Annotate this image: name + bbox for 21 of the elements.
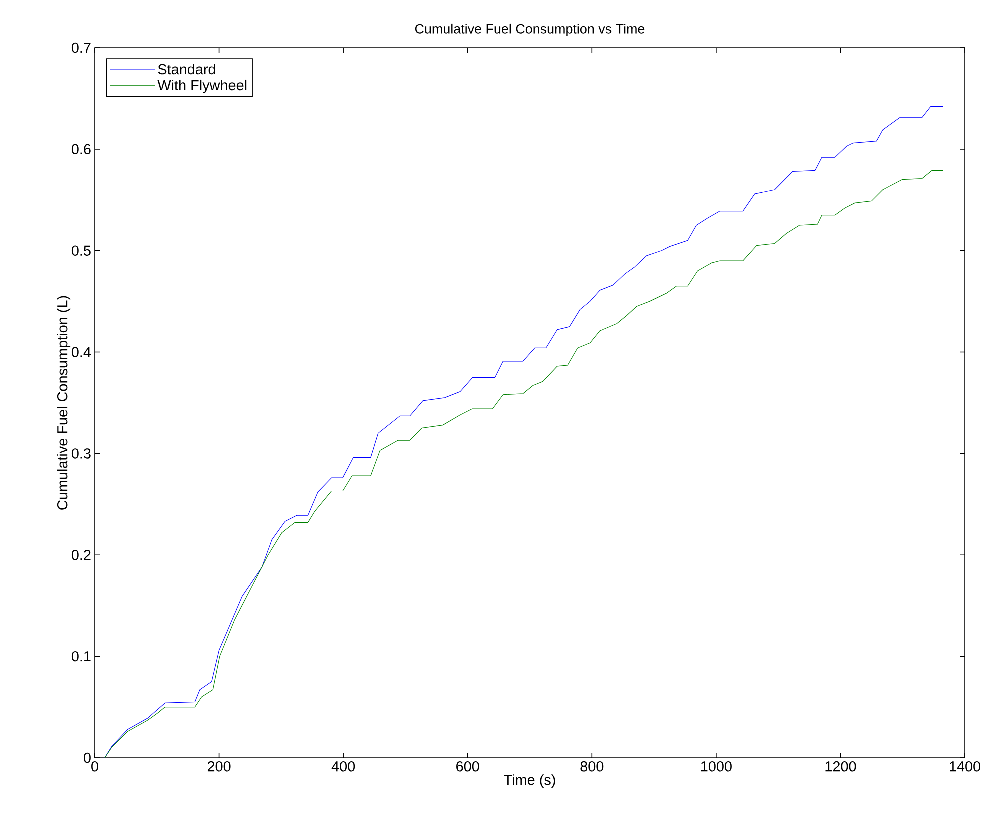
- x-tick-label: 1000: [701, 762, 732, 772]
- x-tick-label: 0: [92, 762, 98, 772]
- x-tick-label: 600: [456, 762, 480, 772]
- x-tick-label: 1400: [950, 762, 981, 772]
- y-tick-label: 0.4: [72, 347, 92, 358]
- y-tick-label: 0.5: [72, 246, 91, 256]
- legend-label: With Flywheel: [158, 80, 247, 94]
- x-tick-label: 200: [208, 762, 231, 772]
- x-tick-label: 800: [580, 762, 604, 772]
- x-axis-title: Time (s): [504, 774, 556, 788]
- y-tick-label: 0.6: [72, 144, 91, 155]
- y-tick-label: 0: [84, 752, 91, 764]
- y-tick-label: 0.7: [72, 42, 91, 54]
- chart-title: Cumulative Fuel Consumption vs Time: [415, 24, 645, 37]
- legend-label: Standard: [158, 64, 216, 75]
- y-tick-label: 0.3: [72, 448, 91, 459]
- x-tick-label: 1200: [826, 762, 856, 772]
- y-tick-label: 0.2: [72, 550, 91, 560]
- y-tick-label: 0.1: [72, 651, 91, 662]
- y-axis-title: Cumulative Fuel Consumption (L): [57, 296, 71, 510]
- x-tick-label: 400: [332, 762, 356, 772]
